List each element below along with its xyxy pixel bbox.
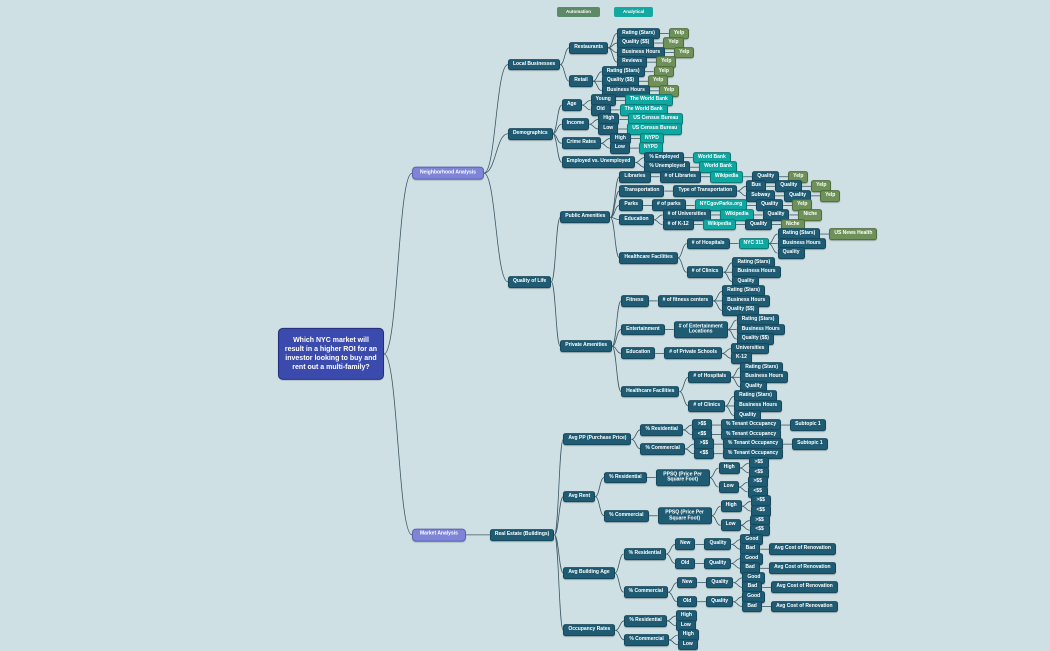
- node-retail[interactable]: Retail: [569, 75, 593, 88]
- node-which-nyc-market-will-result-in-a-higher-roi-for-an-investor-looking-to-buy-and-rent-out-a-multi-family[interactable]: Which NYC market will result in a higher…: [278, 327, 384, 381]
- node-of-clinics[interactable]: # of Clinics: [688, 400, 726, 412]
- analytical-button[interactable]: Analytical: [614, 7, 654, 17]
- node-of-entertainment-locations[interactable]: # of Entertainment Locations: [673, 320, 728, 339]
- node-occupancy-rates[interactable]: Occupancy Rates: [563, 624, 616, 637]
- node-entertainment[interactable]: Entertainment: [621, 323, 665, 336]
- node-quality[interactable]: Quality: [704, 538, 732, 551]
- node-[interactable]: <$$: [693, 447, 714, 460]
- node-transportation[interactable]: Transportation: [619, 185, 665, 197]
- node-demographics[interactable]: Demographics: [507, 127, 553, 140]
- node-commercial[interactable]: % Commercial: [624, 634, 669, 646]
- node-fitness[interactable]: Fitness: [621, 295, 649, 307]
- node-avg-pp-purchase-price[interactable]: Avg PP (Purchase Price): [563, 433, 632, 446]
- node-type-of-transportation[interactable]: Type of Transportation: [673, 185, 738, 197]
- node-niche[interactable]: Niche: [798, 209, 823, 221]
- node-yelp[interactable]: Yelp: [820, 189, 841, 202]
- node-public-amenities[interactable]: Public Amenities: [560, 211, 611, 224]
- node-residential[interactable]: % Residential: [604, 471, 647, 484]
- node-commercial[interactable]: % Commercial: [604, 509, 649, 522]
- node-yelp[interactable]: Yelp: [674, 46, 695, 59]
- node-private-amenities[interactable]: Private Amenities: [560, 340, 613, 353]
- node-crime-rates[interactable]: Crime Rates: [561, 137, 601, 150]
- node-avg-cost-of-renovation[interactable]: Avg Cost of Renovation: [771, 581, 838, 594]
- node-new[interactable]: New: [675, 538, 696, 551]
- node-quality[interactable]: Quality: [704, 557, 732, 570]
- node-income[interactable]: Income: [561, 118, 590, 131]
- node-of-hospitals[interactable]: # of Hospitals: [688, 371, 732, 384]
- node-real-estate-buildings[interactable]: Real Estate (Buildings): [489, 529, 555, 541]
- node-yelp[interactable]: Yelp: [663, 37, 684, 49]
- node-neighborhood-analysis[interactable]: Neighborhood Analysis: [412, 166, 484, 180]
- node-quality[interactable]: Quality: [777, 247, 805, 260]
- node-quality[interactable]: Quality: [706, 595, 734, 608]
- node-old[interactable]: Old: [675, 557, 696, 570]
- node-healthcare-facilities[interactable]: Healthcare Facilities: [621, 385, 680, 398]
- node-of-libraries[interactable]: # of Libraries: [659, 170, 701, 183]
- node-subtopic-1[interactable]: Subtopic 1: [792, 438, 828, 451]
- node-healthcare-facilities[interactable]: Healthcare Facilities: [619, 252, 678, 264]
- node-local-businesses[interactable]: Local Businesses: [507, 58, 561, 71]
- node-libraries[interactable]: Libraries: [619, 170, 651, 183]
- node-of-hospitals[interactable]: # of Hospitals: [686, 237, 730, 250]
- node-bad[interactable]: Bad: [742, 600, 763, 613]
- node-wikipedia[interactable]: Wikipedia: [702, 218, 736, 231]
- node-subtopic-1[interactable]: Subtopic 1: [790, 419, 826, 431]
- node-quality[interactable]: Quality: [744, 218, 772, 231]
- node-of-clinics[interactable]: # of Clinics: [686, 266, 724, 279]
- node-residential[interactable]: % Residential: [623, 548, 667, 560]
- node-of-fitness-centers[interactable]: # of fitness centers: [657, 295, 714, 307]
- node-of-private-schools[interactable]: # of Private Schools: [664, 347, 723, 360]
- node-employed-vs-unemployed[interactable]: Employed vs. Unemployed: [561, 156, 636, 169]
- node-high[interactable]: High: [720, 500, 742, 513]
- node-low[interactable]: Low: [609, 142, 630, 154]
- node-commercial[interactable]: % Commercial: [640, 443, 685, 455]
- node-of-k-12[interactable]: # of K-12: [662, 218, 694, 231]
- node-avg-rent[interactable]: Avg Rent: [563, 490, 596, 503]
- node-low[interactable]: Low: [598, 123, 619, 135]
- node-high[interactable]: High: [718, 462, 740, 474]
- node-education[interactable]: Education: [619, 213, 654, 226]
- node-commercial[interactable]: % Commercial: [623, 586, 669, 599]
- node-market-analysis[interactable]: Market Analysis: [412, 528, 466, 542]
- node-us-news-health[interactable]: US News Health: [829, 228, 878, 240]
- node-education[interactable]: Education: [621, 347, 656, 360]
- node-low[interactable]: Low: [677, 638, 698, 651]
- node-avg-cost-of-renovation[interactable]: Avg Cost of Renovation: [771, 600, 838, 613]
- node-age[interactable]: Age: [561, 99, 582, 111]
- node-avg-cost-of-renovation[interactable]: Avg Cost of Renovation: [769, 543, 836, 556]
- node-avg-building-age[interactable]: Avg Building Age: [563, 567, 615, 579]
- node-ppsq-price-per-square-foot[interactable]: PPSQ (Price Per Square Foot): [657, 507, 712, 525]
- automation-button[interactable]: Automation: [557, 7, 600, 17]
- node-restaurants[interactable]: Restaurants: [569, 41, 609, 54]
- node-low[interactable]: Low: [720, 519, 741, 532]
- node-quality[interactable]: Quality: [762, 209, 790, 221]
- node-residential[interactable]: % Residential: [640, 423, 683, 436]
- node-avg-cost-of-renovation[interactable]: Avg Cost of Renovation: [769, 562, 836, 575]
- node-wikipedia[interactable]: Wikipedia: [709, 170, 744, 183]
- node-quality[interactable]: Quality: [706, 576, 734, 589]
- node-old[interactable]: Old: [677, 595, 698, 608]
- node-ppsq-price-per-square-foot[interactable]: PPSQ (Price Per Square Foot): [655, 468, 710, 487]
- node-quality-of-life[interactable]: Quality of Life: [507, 275, 552, 288]
- node-residential[interactable]: % Residential: [624, 614, 667, 627]
- node-wikipedia[interactable]: Wikipedia: [720, 209, 754, 221]
- node-parks[interactable]: Parks: [619, 199, 644, 212]
- node-new[interactable]: New: [677, 576, 698, 589]
- node-low[interactable]: Low: [718, 481, 739, 493]
- node-nyc-311[interactable]: NYC 311: [738, 237, 769, 250]
- node-yelp[interactable]: Yelp: [648, 75, 669, 88]
